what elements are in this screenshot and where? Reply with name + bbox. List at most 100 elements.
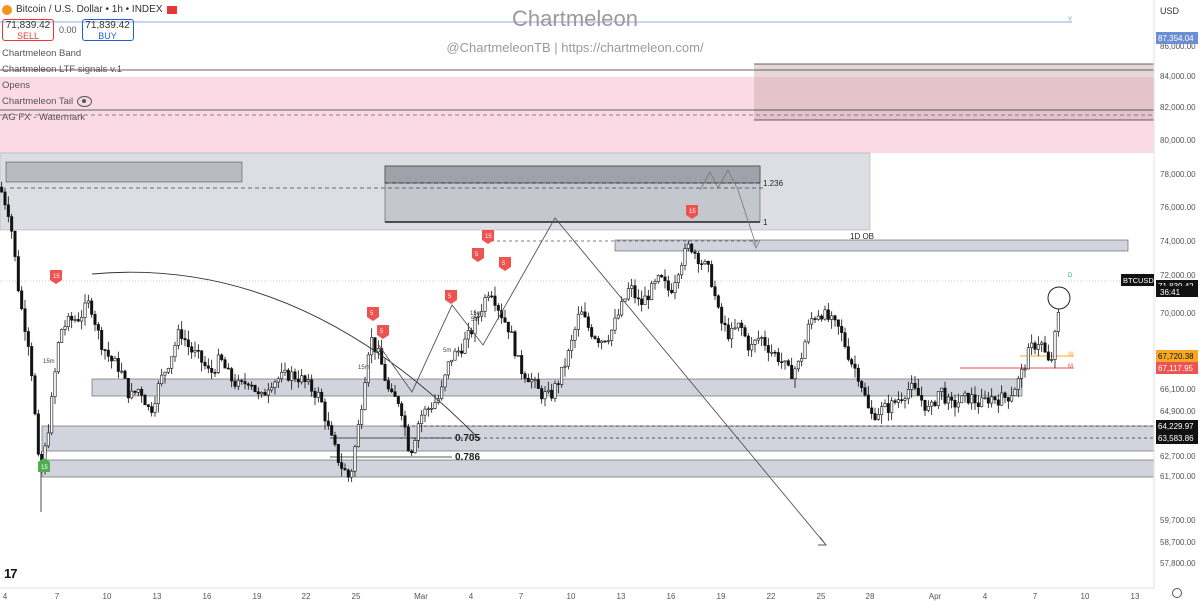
candle-body	[633, 285, 637, 299]
x-tick-label: 16	[667, 592, 676, 601]
x-tick-label: 4	[983, 592, 988, 601]
candle-body	[926, 405, 930, 411]
candle-body	[286, 369, 290, 381]
candle-body	[246, 383, 250, 386]
candle-body	[873, 413, 877, 420]
candle-body	[753, 339, 757, 345]
candle-body	[290, 371, 294, 381]
price-label-bg	[1156, 362, 1198, 374]
candle-body	[946, 396, 950, 404]
candle-body	[553, 383, 557, 399]
candle-body	[1023, 368, 1027, 371]
indicator-tail: Chartmeleon Tail	[2, 96, 74, 108]
candle-body	[990, 396, 994, 404]
price-label-bg	[1156, 32, 1198, 44]
candle-body	[120, 370, 124, 373]
candle-body	[546, 389, 550, 393]
candle-body	[793, 368, 797, 380]
candle-body	[200, 350, 204, 363]
x-tick-label: Apr	[929, 592, 942, 601]
indicator-band[interactable]: Chartmeleon Band	[2, 48, 82, 59]
symbol-row[interactable]: Bitcoin / U.S. Dollar • 1h • INDEX	[2, 4, 177, 15]
gear-icon[interactable]	[1172, 588, 1182, 598]
candle-body	[26, 331, 30, 347]
candle-body	[310, 379, 314, 392]
currency-label[interactable]: USD	[1160, 6, 1180, 16]
candle-body	[526, 378, 530, 383]
candle-body	[346, 469, 350, 478]
tf-mark: 15m	[43, 359, 55, 365]
buy-signal-label: 15	[41, 465, 48, 471]
candle-body	[220, 354, 224, 361]
sell-signal-label: 5	[380, 329, 384, 335]
candle-body	[693, 251, 697, 254]
candle-body	[236, 380, 240, 387]
candle-body	[600, 340, 604, 343]
flag-icon[interactable]	[166, 5, 177, 14]
candle-body	[940, 387, 944, 392]
candle-body	[60, 329, 64, 343]
candle-body	[210, 367, 214, 373]
candle-body	[523, 373, 527, 379]
candle-body	[430, 408, 434, 410]
candle-body	[590, 327, 594, 337]
candle-body	[276, 378, 280, 383]
candle-body	[1036, 344, 1040, 350]
candle-body	[900, 399, 904, 401]
candle-body	[420, 414, 424, 425]
tf-mark: 15m	[470, 311, 482, 317]
price-label-bg	[1156, 420, 1198, 432]
indicator-watermark[interactable]: AG FX - Watermark	[2, 112, 86, 123]
candle-body	[696, 253, 700, 265]
sell-signal	[686, 205, 698, 219]
candle-body	[530, 379, 534, 383]
y-tick-label: 78,000.00	[1160, 170, 1196, 179]
indicator-ltf-signals[interactable]: Chartmeleon LTF signals v.1	[2, 64, 123, 75]
candle-body	[586, 316, 590, 328]
candle-body	[976, 402, 980, 407]
candle-body	[510, 331, 514, 334]
sell-signal-label: 5	[448, 294, 452, 300]
candle-body	[293, 371, 297, 380]
y-tick-label: 72,000.00	[1160, 271, 1196, 280]
candle-body	[3, 191, 7, 206]
y-tick-label: 74,000.00	[1160, 237, 1196, 246]
countdown-bg	[1156, 286, 1198, 297]
candle-body	[520, 355, 524, 374]
candle-body	[96, 324, 100, 331]
sell-button[interactable]: 71,839.42 SELL	[2, 19, 54, 41]
eye-icon[interactable]	[77, 96, 93, 107]
x-tick-label: 28	[866, 592, 875, 601]
daily-ob-zone	[614, 239, 1129, 252]
candle-body	[756, 337, 760, 341]
candle-body	[713, 286, 717, 297]
fib-1236-label: 1.236	[763, 179, 784, 188]
candle-body	[800, 358, 804, 362]
candle-body	[1030, 342, 1034, 349]
candle-body	[353, 446, 357, 472]
candle-body	[483, 297, 487, 312]
daily-open-mark: D	[1068, 273, 1073, 279]
fib-1-label: 1	[763, 218, 768, 227]
candle-body	[710, 264, 714, 288]
buy-price: 71,839.42	[85, 20, 130, 31]
candle-body	[916, 387, 920, 396]
candle-body	[880, 406, 884, 415]
sell-signal-label: 15	[53, 274, 60, 280]
trade-buttons: 71,839.42 SELL 0.00 71,839.42 BUY	[2, 19, 134, 41]
symbol-title[interactable]: Bitcoin / U.S. Dollar • 1h • INDEX	[16, 4, 163, 15]
x-tick-label: 13	[1131, 592, 1140, 601]
candle-body	[413, 440, 417, 454]
indicator-tail-row[interactable]: Chartmeleon Tail	[2, 96, 93, 108]
indicator-opens[interactable]: Opens	[2, 80, 30, 91]
candle-body	[606, 340, 610, 342]
candle-body	[423, 408, 427, 416]
candle-body	[650, 283, 654, 301]
candle-body	[616, 314, 620, 319]
candle-body	[66, 315, 70, 327]
candle-body	[456, 350, 460, 353]
buy-button[interactable]: 71,839.42 BUY	[81, 19, 134, 41]
sell-price: 71,839.42	[5, 20, 51, 31]
sell-signal	[445, 290, 457, 304]
